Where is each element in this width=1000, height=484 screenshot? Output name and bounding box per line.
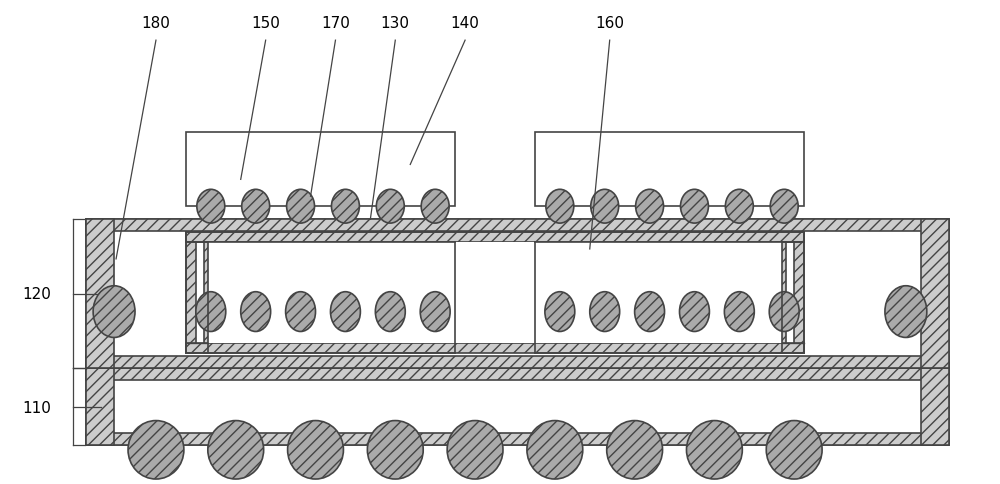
Ellipse shape [420, 292, 450, 332]
Ellipse shape [770, 190, 798, 224]
Bar [214, 242, 455, 344]
Bar [186, 233, 804, 242]
Ellipse shape [208, 421, 264, 479]
Text: 180: 180 [142, 16, 170, 31]
Ellipse shape [287, 190, 315, 224]
Bar [86, 220, 949, 368]
Ellipse shape [545, 292, 575, 332]
Bar [86, 220, 949, 231]
Text: 170: 170 [321, 16, 350, 31]
Ellipse shape [725, 190, 753, 224]
Ellipse shape [546, 190, 574, 224]
Ellipse shape [196, 292, 226, 332]
Ellipse shape [376, 190, 404, 224]
Ellipse shape [93, 286, 135, 338]
Text: 130: 130 [381, 16, 410, 31]
Bar [794, 242, 804, 354]
Ellipse shape [242, 190, 270, 224]
Ellipse shape [447, 421, 503, 479]
Ellipse shape [241, 292, 271, 332]
Bar [186, 233, 804, 242]
Bar [204, 242, 214, 354]
Bar [535, 242, 782, 344]
Bar [86, 368, 949, 445]
Ellipse shape [367, 421, 423, 479]
Bar [921, 368, 949, 445]
Bar [921, 220, 949, 368]
Text: 120: 120 [22, 287, 51, 302]
Bar [86, 220, 114, 368]
Ellipse shape [686, 421, 742, 479]
Ellipse shape [197, 190, 225, 224]
Bar [186, 344, 804, 354]
Ellipse shape [590, 292, 620, 332]
Ellipse shape [591, 190, 619, 224]
Bar [86, 368, 114, 445]
Bar [186, 233, 804, 242]
Ellipse shape [635, 292, 665, 332]
Bar [776, 242, 786, 354]
Bar [455, 242, 535, 344]
Ellipse shape [885, 286, 927, 338]
Bar [535, 242, 776, 344]
Ellipse shape [724, 292, 754, 332]
Ellipse shape [375, 292, 405, 332]
Ellipse shape [527, 421, 583, 479]
Ellipse shape [680, 190, 708, 224]
Text: 150: 150 [251, 16, 280, 31]
Ellipse shape [128, 421, 184, 479]
Bar [186, 242, 196, 354]
Ellipse shape [331, 190, 359, 224]
Text: 140: 140 [451, 16, 480, 31]
Text: 110: 110 [22, 400, 51, 415]
Bar [535, 132, 804, 207]
Bar [86, 433, 949, 445]
Ellipse shape [636, 190, 664, 224]
Bar [186, 132, 455, 207]
Ellipse shape [680, 292, 709, 332]
Text: 160: 160 [595, 16, 624, 31]
Ellipse shape [769, 292, 799, 332]
Bar [208, 242, 455, 344]
Ellipse shape [288, 421, 343, 479]
Ellipse shape [330, 292, 360, 332]
Bar [86, 368, 949, 380]
Ellipse shape [607, 421, 663, 479]
Bar [86, 357, 949, 368]
Ellipse shape [766, 421, 822, 479]
Ellipse shape [286, 292, 316, 332]
Ellipse shape [421, 190, 449, 224]
